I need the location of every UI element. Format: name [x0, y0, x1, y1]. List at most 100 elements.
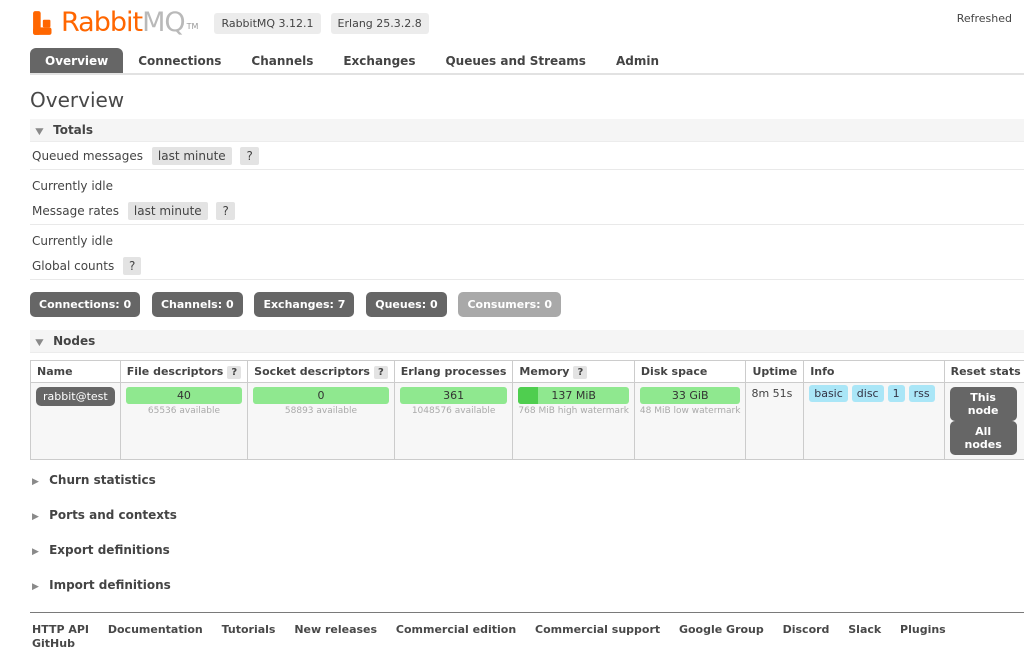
socket-descriptors-meter: 0	[253, 387, 389, 404]
footer-link-github[interactable]: GitHub	[32, 637, 75, 650]
message-rates-help-icon[interactable]: ?	[216, 202, 234, 220]
page-title: Overview	[30, 88, 1024, 112]
tab-exchanges[interactable]: Exchanges	[328, 48, 430, 73]
footer-link-tutorials[interactable]: Tutorials	[222, 623, 276, 636]
col-file-descriptors: File descriptors?	[120, 361, 247, 383]
queued-messages-status: Currently idle	[30, 170, 1024, 197]
collapse-arrow-icon: ▼	[35, 338, 43, 348]
rabbitmq-logo-text[interactable]: RabbitMQ	[61, 10, 185, 36]
file-descriptors-available: 65536 available	[126, 404, 242, 416]
col-uptime: Uptime	[746, 361, 804, 383]
global-counts-help-icon[interactable]: ?	[123, 257, 141, 275]
file-descriptors-meter: 40	[126, 387, 242, 404]
file-descriptors-help-icon[interactable]: ?	[227, 366, 241, 379]
totals-section-title: Totals	[53, 123, 93, 137]
export-definitions-label: Export definitions	[49, 543, 170, 557]
memory-meter: 137 MiB	[518, 387, 629, 404]
footer-link-commercial-support[interactable]: Commercial support	[535, 623, 660, 636]
message-rates-status: Currently idle	[30, 225, 1024, 252]
node-name-badge[interactable]: rabbit@test	[36, 387, 115, 406]
file-descriptors-cell: 40 65536 available	[120, 383, 247, 460]
expand-arrow-icon: ▶	[32, 547, 39, 557]
reset-this-node-button[interactable]: This node	[950, 387, 1017, 421]
global-counts-row: Global counts ?	[30, 252, 1024, 280]
footer-links: HTTP API Documentation Tutorials New rel…	[30, 612, 1024, 659]
connections-count-button[interactable]: Connections: 0	[30, 292, 140, 317]
erlang-version-badge: Erlang 25.3.2.8	[331, 13, 429, 34]
erlang-processes-meter: 361	[400, 387, 508, 404]
churn-statistics-label: Churn statistics	[49, 473, 156, 487]
collapse-arrow-icon: ▼	[35, 127, 43, 137]
info-badge-rss: rss	[909, 385, 935, 402]
col-memory: Memory?	[513, 361, 635, 383]
reset-all-nodes-button[interactable]: All nodes	[950, 421, 1017, 455]
disk-space-cell: 33 GiB 48 MiB low watermark	[634, 383, 746, 460]
socket-descriptors-cell: 0 58893 available	[248, 383, 395, 460]
queued-messages-label: Queued messages	[32, 149, 143, 163]
socket-descriptors-help-icon[interactable]: ?	[374, 366, 388, 379]
rabbitmq-version-badge: RabbitMQ 3.12.1	[214, 13, 320, 34]
reset-stats-cell: This nodeAll nodes	[944, 383, 1024, 460]
message-rates-label: Message rates	[32, 204, 119, 218]
col-reset-stats: Reset stats	[944, 361, 1024, 383]
exchanges-count-button[interactable]: Exchanges: 7	[254, 292, 354, 317]
footer-link-new-releases[interactable]: New releases	[294, 623, 377, 636]
totals-section-header[interactable]: ▼ Totals	[30, 119, 1024, 142]
info-badge-basic: basic	[809, 385, 848, 402]
global-count-buttons: Connections: 0 Channels: 0 Exchanges: 7 …	[30, 292, 1024, 317]
erlang-processes-available: 1048576 available	[400, 404, 508, 416]
erlang-processes-cell: 361 1048576 available	[394, 383, 513, 460]
churn-statistics-section[interactable]: ▶ Churn statistics	[30, 462, 1024, 497]
queued-messages-row: Queued messages last minute ?	[30, 142, 1024, 170]
disk-space-meter: 33 GiB	[640, 387, 741, 404]
footer-link-google-group[interactable]: Google Group	[679, 623, 764, 636]
rabbitmq-logo-icon[interactable]	[32, 10, 58, 36]
footer-link-plugins[interactable]: Plugins	[900, 623, 946, 636]
queued-messages-help-icon[interactable]: ?	[240, 147, 258, 165]
queued-messages-range-chip[interactable]: last minute	[152, 147, 232, 165]
channels-count-button[interactable]: Channels: 0	[152, 292, 243, 317]
tab-queues-and-streams[interactable]: Queues and Streams	[430, 48, 600, 73]
tab-admin[interactable]: Admin	[601, 48, 674, 73]
trademark-label: TM	[187, 22, 199, 31]
nodes-table: Name File descriptors? Socket descriptor…	[30, 360, 1024, 460]
tab-overview[interactable]: Overview	[30, 48, 123, 73]
import-definitions-section[interactable]: ▶ Import definitions	[30, 567, 1024, 602]
footer-link-commercial-edition[interactable]: Commercial edition	[396, 623, 516, 636]
global-counts-label: Global counts	[32, 259, 114, 273]
footer-link-documentation[interactable]: Documentation	[108, 623, 203, 636]
export-definitions-section[interactable]: ▶ Export definitions	[30, 532, 1024, 567]
tab-connections[interactable]: Connections	[123, 48, 236, 73]
memory-cell: 137 MiB 768 MiB high watermark	[513, 383, 635, 460]
nodes-table-header-row: Name File descriptors? Socket descriptor…	[31, 361, 1024, 383]
uptime-cell: 8m 51s	[746, 383, 804, 460]
col-name: Name	[31, 361, 121, 383]
col-disk-space: Disk space	[634, 361, 746, 383]
socket-descriptors-available: 58893 available	[253, 404, 389, 416]
disk-space-watermark: 48 MiB low watermark	[640, 404, 741, 416]
node-name-cell: rabbit@test	[31, 383, 121, 460]
queues-count-button[interactable]: Queues: 0	[366, 292, 446, 317]
refreshed-status: Refreshed	[957, 12, 1012, 25]
nodes-section-title: Nodes	[53, 334, 95, 348]
tab-channels[interactable]: Channels	[236, 48, 328, 73]
memory-help-icon[interactable]: ?	[573, 366, 587, 379]
footer-link-http-api[interactable]: HTTP API	[32, 623, 89, 636]
footer-link-discord[interactable]: Discord	[783, 623, 830, 636]
memory-used-segment	[518, 387, 538, 404]
import-definitions-label: Import definitions	[49, 578, 171, 592]
consumers-count-button[interactable]: Consumers: 0	[458, 292, 561, 317]
col-erlang-processes: Erlang processes	[394, 361, 513, 383]
message-rates-row: Message rates last minute ?	[30, 197, 1024, 225]
col-socket-descriptors: Socket descriptors?	[248, 361, 395, 383]
ports-and-contexts-section[interactable]: ▶ Ports and contexts	[30, 497, 1024, 532]
top-header: RabbitMQ TM RabbitMQ 3.12.1 Erlang 25.3.…	[0, 0, 1024, 44]
message-rates-range-chip[interactable]: last minute	[128, 202, 208, 220]
nodes-section-header[interactable]: ▼ Nodes	[30, 330, 1024, 353]
expand-arrow-icon: ▶	[32, 477, 39, 487]
footer-link-slack[interactable]: Slack	[848, 623, 881, 636]
memory-watermark: 768 MiB high watermark	[518, 404, 629, 416]
info-badge-disc: disc	[852, 385, 884, 402]
col-info: Info	[804, 361, 944, 383]
